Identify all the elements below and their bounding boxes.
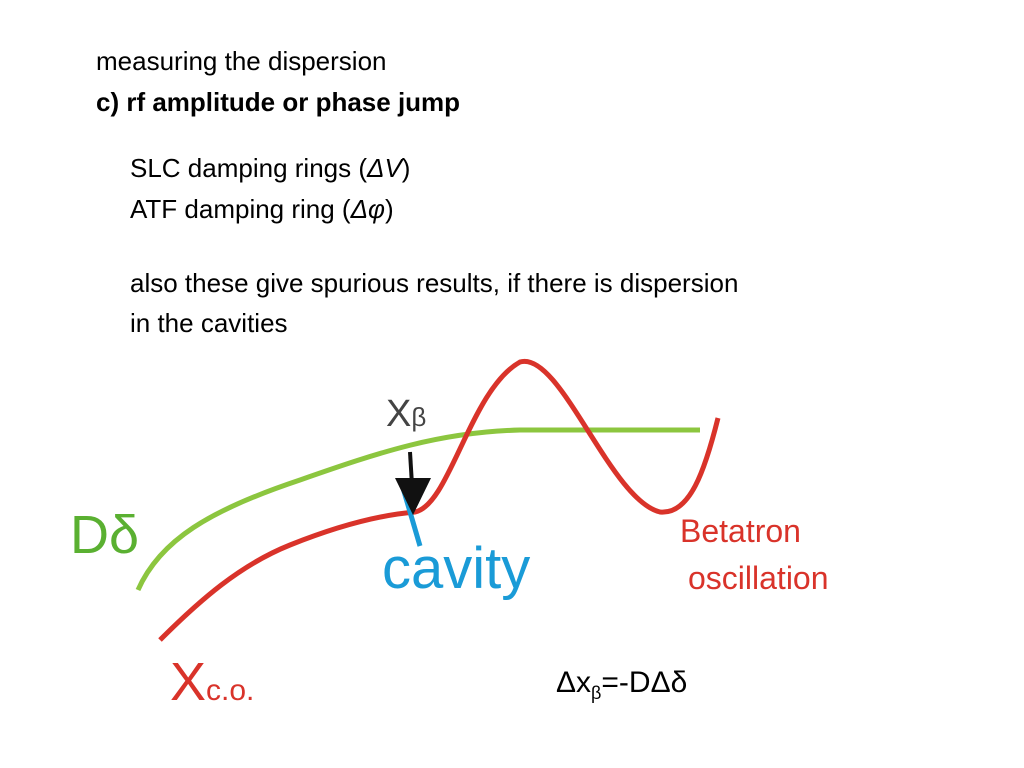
method-symbol: ΔV: [367, 153, 402, 183]
method-symbol: Δφ: [350, 194, 385, 224]
d-delta-label: Dδ: [70, 505, 140, 565]
label-sub: c.o.: [206, 674, 255, 707]
label-main: X: [170, 652, 207, 712]
method-text: ): [385, 194, 394, 224]
note-line: also these give spurious results, if the…: [130, 268, 739, 298]
method-text: ATF damping ring (: [130, 194, 351, 224]
cavity-label: cavity: [382, 536, 531, 601]
label-sub: β: [411, 402, 427, 432]
formula-sub: β: [591, 683, 602, 703]
method-text: ): [401, 153, 411, 183]
dispersion-curve: [135, 427, 700, 592]
arrow-head: [395, 478, 431, 515]
x-co-label: Xc.o.: [170, 655, 254, 709]
note-line: in the cavities: [130, 308, 288, 338]
formula-part: Δx: [556, 666, 592, 699]
method-text: SLC damping rings (: [130, 153, 367, 183]
method: SLC damping rings (ΔV): [130, 155, 410, 181]
formula-part: =-DΔδ: [601, 666, 688, 699]
betatron-label: Betatron: [680, 513, 801, 549]
betatron-label: oscillation: [688, 560, 829, 596]
orbit-curve: [158, 359, 721, 642]
header-line: measuring the dispersion: [96, 46, 387, 76]
label-main: X: [386, 393, 412, 435]
x-beta-label: Xβ: [386, 395, 426, 433]
header-subtitle: c) rf amplitude or phase jump: [96, 87, 461, 117]
formula: Δxβ=-DΔδ: [556, 666, 688, 703]
method: ATF damping ring (Δφ): [130, 196, 394, 222]
